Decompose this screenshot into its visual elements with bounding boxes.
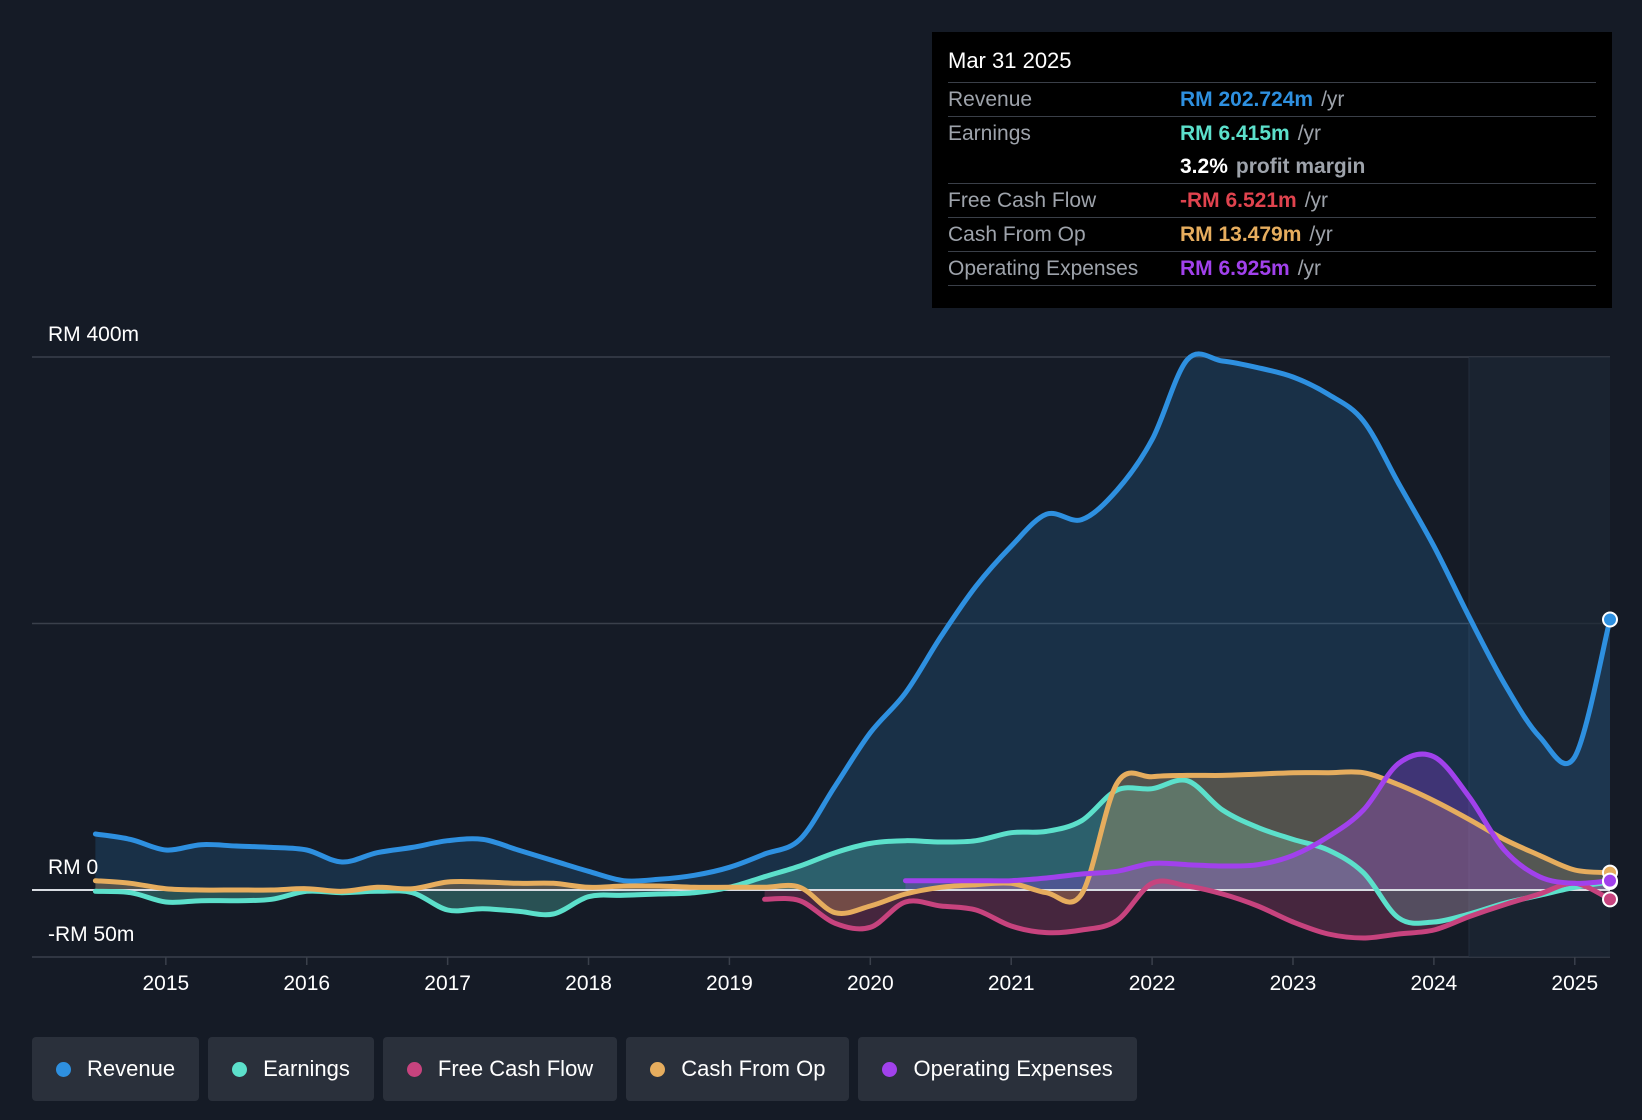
revenue-end-marker bbox=[1602, 611, 1618, 628]
legend: Revenue Earnings Free Cash Flow Cash Fro… bbox=[32, 1037, 1137, 1101]
tooltip-value: RM 6.925m bbox=[1180, 256, 1290, 280]
free-cash-flow-line bbox=[762, 878, 1613, 941]
legend-label: Free Cash Flow bbox=[437, 1056, 594, 1081]
legend-dot-icon bbox=[882, 1061, 898, 1077]
legend-dot-icon bbox=[650, 1061, 666, 1077]
revenue-area bbox=[95, 353, 1610, 890]
axis-labels: RM 400m RM 0 -RM 50m 2015 2016 2017 2018 2019 20… bbox=[48, 323, 1598, 995]
y-axis-label: RM 0 bbox=[48, 856, 98, 879]
y-axis-label: -RM 50m bbox=[48, 923, 134, 946]
tooltip-value: RM 202.724m bbox=[1180, 87, 1314, 111]
legend-item-free-cash-flow[interactable]: Free Cash Flow bbox=[382, 1037, 618, 1101]
legend-label: Cash From Op bbox=[681, 1056, 826, 1081]
x-tick-label: 2022 bbox=[1129, 972, 1176, 995]
tooltip-label: Revenue bbox=[948, 87, 1033, 111]
tooltip-row-margin: 3.2% profit margin bbox=[948, 150, 1596, 183]
legend-item-cash-from-op[interactable]: Cash From Op bbox=[626, 1037, 850, 1101]
legend-dot-icon bbox=[56, 1061, 71, 1077]
tooltip-unit: /yr bbox=[1309, 222, 1333, 246]
tooltip-row-fcf: Free Cash Flow -RM 6.521m /yr bbox=[948, 183, 1596, 217]
x-tick-label: 2015 bbox=[142, 972, 189, 995]
legend-label: Operating Expenses bbox=[913, 1056, 1113, 1081]
x-tick-label: 2024 bbox=[1411, 972, 1458, 995]
series-fills bbox=[95, 353, 1610, 938]
tooltip-unit: /yr bbox=[1304, 188, 1329, 212]
legend-item-operating-expenses[interactable]: Operating Expenses bbox=[858, 1037, 1137, 1101]
legend-label: Revenue bbox=[87, 1056, 176, 1081]
tooltip-row-earnings: Earnings RM 6.415m /yr bbox=[948, 116, 1596, 150]
x-tick-label: 2018 bbox=[565, 972, 612, 995]
free-cash-flow-end-marker bbox=[1602, 891, 1618, 908]
x-tick-label: 2021 bbox=[988, 972, 1035, 995]
tooltip-label: Cash From Op bbox=[948, 222, 1086, 246]
legend-dot-icon bbox=[406, 1061, 422, 1077]
tooltip-value: RM 13.479m bbox=[1180, 222, 1302, 246]
operating-expenses-line bbox=[903, 751, 1613, 886]
tooltip-label: Operating Expenses bbox=[948, 256, 1139, 280]
tooltip-unit: /yr bbox=[1321, 87, 1345, 111]
tooltip-value: -RM 6.521m bbox=[1180, 188, 1297, 212]
operating-expenses-area bbox=[905, 754, 1610, 890]
cash-from-op-line bbox=[92, 769, 1613, 916]
x-tick-label: 2019 bbox=[706, 972, 753, 995]
x-tick-label: 2020 bbox=[847, 972, 894, 995]
tooltip-unit: /yr bbox=[1297, 256, 1322, 280]
tooltip-label: Free Cash Flow bbox=[948, 188, 1097, 212]
tooltip-date: Mar 31 2025 bbox=[948, 48, 1072, 73]
tooltip-margin-text: profit margin bbox=[1235, 154, 1366, 178]
x-tick-label: 2016 bbox=[283, 972, 330, 995]
operating-expenses-end-marker bbox=[1602, 872, 1618, 889]
x-tick-label: 2025 bbox=[1551, 972, 1598, 995]
tooltip-label: Earnings bbox=[948, 121, 1031, 145]
x-tick-label: 2023 bbox=[1270, 972, 1317, 995]
series-lines bbox=[92, 351, 1613, 941]
tooltip-row-opex: Operating Expenses RM 6.925m /yr bbox=[948, 251, 1596, 286]
tooltip-value: RM 6.415m bbox=[1180, 121, 1290, 145]
legend-item-earnings[interactable]: Earnings bbox=[208, 1037, 374, 1101]
y-axis-label: RM 400m bbox=[48, 323, 139, 346]
tooltip-unit: /yr bbox=[1297, 121, 1322, 145]
cash-from-op-area bbox=[95, 771, 1610, 914]
tooltip-row-cfo: Cash From Op RM 13.479m /yr bbox=[948, 217, 1596, 251]
chart: RM 400m RM 0 -RM 50m 2015 2016 2017 2018 2019 20… bbox=[32, 323, 1618, 995]
legend-item-revenue[interactable]: Revenue bbox=[32, 1037, 200, 1101]
x-tick-label: 2017 bbox=[424, 972, 471, 995]
tooltip: Mar 31 2025 Revenue RM 202.724m /yr Earn… bbox=[932, 32, 1612, 308]
revenue-line bbox=[92, 351, 1613, 884]
end-markers bbox=[1602, 611, 1618, 908]
tooltip-row-revenue: Revenue RM 202.724m /yr bbox=[948, 82, 1596, 116]
free-cash-flow-area bbox=[764, 881, 1610, 938]
legend-label: Earnings bbox=[263, 1056, 350, 1081]
tooltip-margin-value: 3.2% bbox=[1180, 154, 1228, 178]
legend-dot-icon bbox=[232, 1061, 248, 1077]
